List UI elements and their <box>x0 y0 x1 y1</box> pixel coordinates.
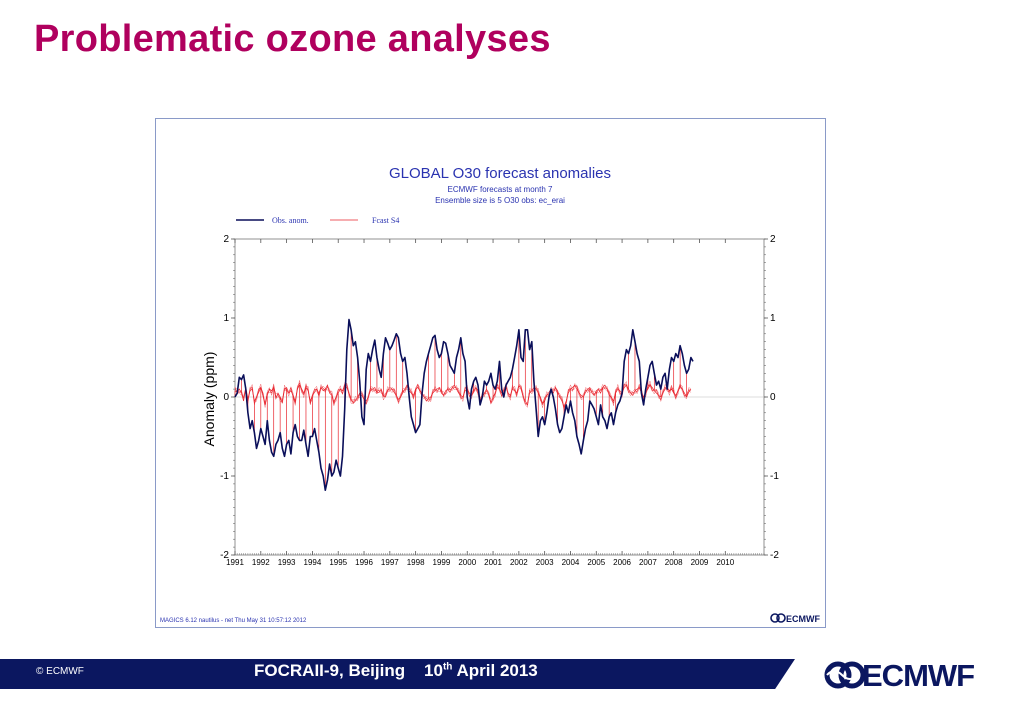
footer-event: FOCRAII-9, Beijing 10th April 2013 <box>254 661 538 681</box>
y-ticks-left: 2 1 0 -1 -2 <box>220 234 235 561</box>
x-tick-label: 1992 <box>252 558 270 567</box>
x-tick-label: 2001 <box>484 558 502 567</box>
y-ticks-right: 2 1 0 -1 -2 <box>764 234 779 561</box>
legend-fcast-label: Fcast S4 <box>372 216 399 225</box>
x-tick-label: 1998 <box>407 558 425 567</box>
x-tick-label: 2005 <box>587 558 605 567</box>
line-obs <box>234 318 694 492</box>
legend-obs-label: Obs. anom. <box>272 216 309 225</box>
footer-date-rest: April 2013 <box>452 661 538 680</box>
chart: GLOBAL O30 forecast anomalies ECMWF fore… <box>160 165 820 624</box>
line-fcast-member <box>234 382 691 409</box>
y-tick-label-left: -2 <box>220 550 229 561</box>
logo-right-ring-icon <box>838 661 866 689</box>
y-tick-label-left: 0 <box>223 392 229 403</box>
footer-date-suffix: th <box>442 661 453 673</box>
footer-event-name: FOCRAII-9, Beijing <box>254 661 406 680</box>
y-tick-label-right: -2 <box>770 550 779 561</box>
x-tick-label: 2010 <box>716 558 734 567</box>
x-tick-label: 1995 <box>329 558 347 567</box>
x-tick-label: 2004 <box>562 558 580 567</box>
slide-title: Problematic ozone analyses <box>34 18 551 60</box>
y-tick-label-right: 2 <box>770 234 776 245</box>
footer-band <box>0 659 795 689</box>
chart-frame: GLOBAL O30 forecast anomalies ECMWF fore… <box>155 118 826 628</box>
ecmwf-logo: ECMWF <box>824 658 975 693</box>
logo-text: ECMWF <box>862 658 974 693</box>
series-obs <box>234 318 694 492</box>
x-tick-label: 2006 <box>613 558 631 567</box>
x-tick-label: 1997 <box>381 558 399 567</box>
magics-footer: MAGICS 6.12 nautilus - net Thu May 31 10… <box>160 618 307 624</box>
y-tick-label-right: 1 <box>770 313 776 324</box>
chart-title: GLOBAL O30 forecast anomalies <box>389 165 611 182</box>
anomaly-spread <box>234 329 687 491</box>
x-tick-label: 2009 <box>691 558 709 567</box>
chart-ecmwf-logo: ECMWF <box>770 613 820 624</box>
x-tick-label: 2008 <box>665 558 683 567</box>
logo-ring-icon <box>776 613 786 623</box>
x-tick-label: 1996 <box>355 558 373 567</box>
x-tick-label: 1999 <box>433 558 451 567</box>
chart-logo-text: ECMWF <box>786 614 820 624</box>
line-fcast-member <box>234 380 691 408</box>
copyright: © ECMWF <box>36 666 84 677</box>
y-axis-label: Anomaly (ppm) <box>201 352 217 447</box>
chart-legend: Obs. anom. Fcast S4 <box>236 216 399 225</box>
y-tick-label-right: -1 <box>770 471 779 482</box>
x-tick-label: 2002 <box>510 558 528 567</box>
x-tick-label: 1994 <box>304 558 322 567</box>
logo-wave-icon <box>826 670 858 680</box>
logo-ring-icon <box>770 613 780 623</box>
x-ticks: 1991 1992 1993 1994 1995 1996 1997 1998 1999 2000… <box>226 239 765 567</box>
y-tick-label-left: 2 <box>223 234 229 245</box>
chart-subtitle-2: Ensemble size is 5 O30 obs: ec_erai <box>435 196 565 205</box>
chart-subtitle-1: ECMWF forecasts at month 7 <box>448 185 553 194</box>
y-tick-label-left: 1 <box>223 313 229 324</box>
footer-date-day: 10 <box>424 661 443 680</box>
x-tick-label: 1991 <box>226 558 244 567</box>
series-fcast <box>234 380 692 411</box>
x-tick-label: 2007 <box>639 558 657 567</box>
y-tick-label-right: 0 <box>770 392 776 403</box>
x-tick-label: 1993 <box>278 558 296 567</box>
x-tick-label: 2003 <box>536 558 554 567</box>
y-tick-label-left: -1 <box>220 471 229 482</box>
x-tick-label: 2000 <box>458 558 476 567</box>
